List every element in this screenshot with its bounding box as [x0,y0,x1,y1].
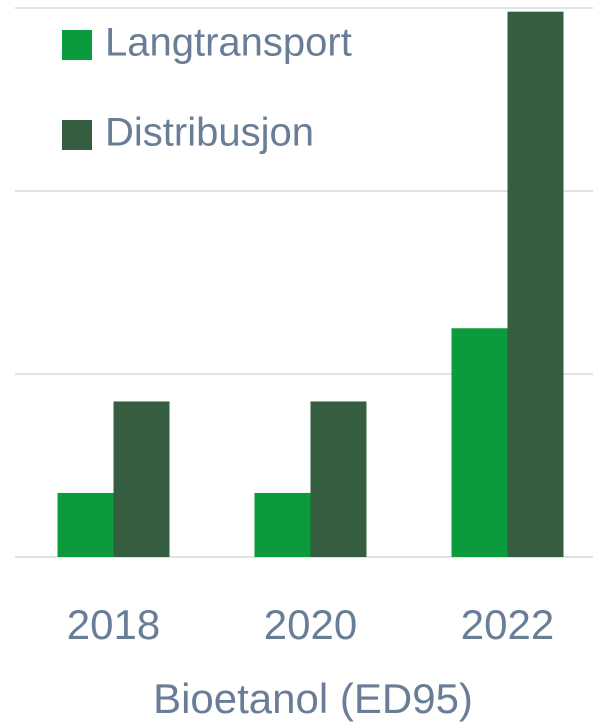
legend-swatch [62,30,92,60]
x-tick-label: 2022 [461,601,554,648]
legend-label: Langtransport [105,21,352,65]
x-tick-label: 2020 [264,601,357,648]
bar [113,401,170,557]
x-tick-label: 2018 [67,601,160,648]
bar [507,11,564,558]
bar [57,492,114,557]
bar [451,328,508,557]
x-axis-title: Bioetanol (ED95) [153,675,473,722]
legend-label: Distribusjon [105,111,314,155]
legend-swatch [62,120,92,150]
bar [310,401,367,557]
bar [254,492,311,557]
